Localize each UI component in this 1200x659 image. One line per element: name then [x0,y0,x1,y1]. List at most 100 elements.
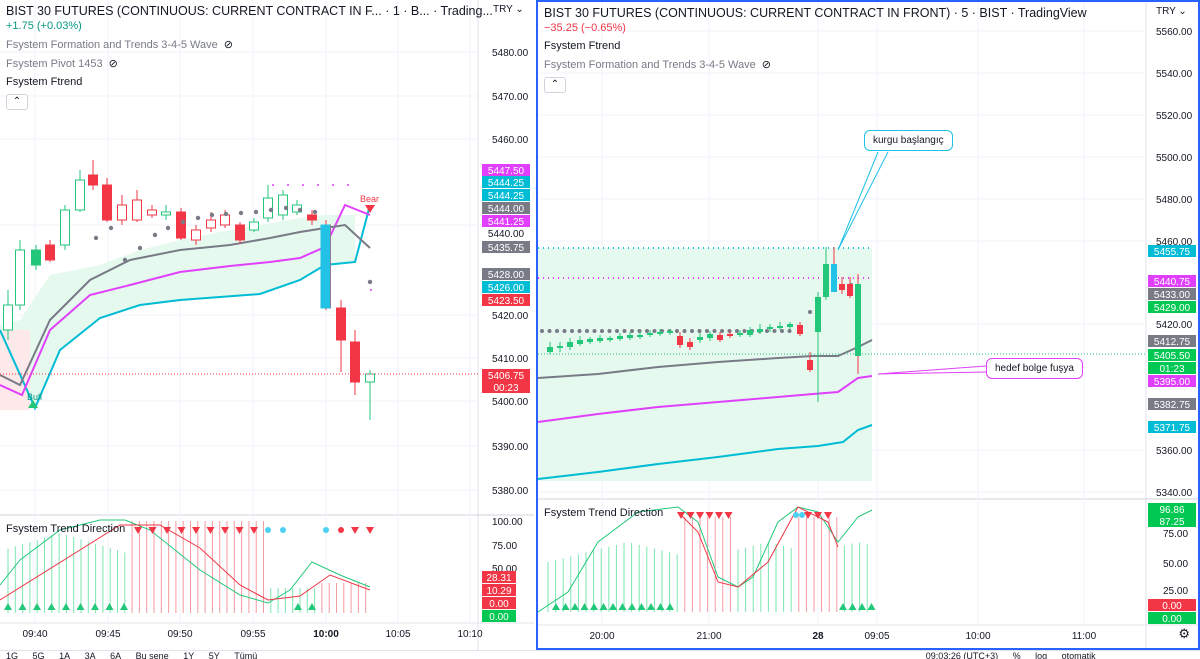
collapse-legend-button[interactable]: ⌃ [6,94,28,110]
left-chart-canvas[interactable]: 5480.005470.005460.005430.005420.005410.… [0,0,534,650]
collapse-legend-button[interactable]: ⌃ [544,77,566,93]
cyan-dot-marker [793,512,799,518]
candle-body [88,174,98,186]
pivot-dot [735,329,739,333]
up-arrow-marker [666,603,674,610]
callout-pointer [877,365,987,375]
price-label-bg [482,176,530,188]
range-1g[interactable]: 1G [6,651,19,659]
pivot-dot [630,329,634,333]
right-chart-canvas[interactable]: 5560.00 5540.00 5520.00 5500.00 5480.00 5460.… [538,2,1198,648]
price-label-bg [482,597,516,609]
indicator-label: Fsystem Pivot 1453 [6,57,103,70]
trend-cloud [538,248,872,481]
chart-settings-gear-icon[interactable]: ⚙ [1178,626,1190,641]
price-label: 5440.75 [1154,277,1191,288]
trend-green-line [0,519,371,604]
pivot-small-dot [302,184,304,186]
price-tick: 5420.00 [1156,320,1193,331]
percent-toggle[interactable]: % [1012,651,1021,659]
candle-body [336,307,346,341]
sub-tick: 50.00 [1163,559,1188,570]
log-toggle[interactable]: log [1035,651,1048,659]
time-tick: 10:00 [965,631,990,642]
range-6a[interactable]: 6A [110,651,122,659]
price-label: 5444.25 [488,178,525,189]
candle-body [707,334,713,338]
candle-body [687,342,693,347]
pivot-dot [165,225,171,231]
right-indicator-formation[interactable]: Fsystem Formation and Trends 3-4-5 Wave ⊘ [544,58,1087,72]
pivot-dot [209,212,215,218]
callout-hedef-bolge[interactable]: hedef bolge fuşya [986,358,1083,379]
left-currency-selector[interactable]: TRY ⌄ [493,4,524,15]
left-indicator-pivot[interactable]: Fsystem Pivot 1453 ⊘ [6,57,493,71]
pivot-dot [570,329,574,333]
up-arrow-marker [561,603,570,610]
down-arrow-marker [163,527,171,534]
price-label-bg [1148,301,1196,313]
down-arrow-marker [250,527,258,534]
down-arrow-marker [177,527,186,534]
candle-body [847,284,853,296]
cyan-dot-marker [323,527,329,533]
down-arrow-marker [148,527,157,534]
right-indicator-ftrend[interactable]: Fsystem Ftrend [544,40,1087,52]
candle-body [132,199,142,221]
right-currency-selector[interactable]: TRY ⌄ [1156,6,1187,17]
eye-hidden-icon[interactable]: ⊘ [761,59,771,71]
left-indicator-ftrend[interactable]: Fsystem Ftrend [6,76,493,88]
clock-display[interactable]: 09:03:26 (UTC+3) [925,651,999,659]
sub-tick: 75.00 [1163,529,1188,540]
right-subpane-title: Fsystem Trend Direction [544,507,664,519]
range-ytd[interactable]: Bu sene [135,651,169,659]
up-arrow-marker [580,603,589,610]
left-chart-pane[interactable]: BIST 30 FUTURES (CONTINUOUS: CURRENT CON… [0,0,534,650]
price-label-bg [1148,245,1196,257]
up-arrow-marker [618,603,627,610]
left-symbol-title[interactable]: BIST 30 FUTURES (CONTINUOUS: CURRENT CON… [6,4,493,18]
down-arrow-marker [134,527,142,534]
right-price-change: −35.25 (−0.65%) [544,22,626,34]
up-arrow-marker [656,603,665,610]
price-label-bg [1148,362,1196,374]
callout-kurgu-baslangic[interactable]: kurgu başlangıç [864,130,953,151]
candle-body [577,340,583,344]
pivot-dot [108,225,114,231]
candle-body [147,209,157,216]
range-1y[interactable]: 1Y [183,651,195,659]
candle-body [637,335,643,337]
up-arrow-marker [91,603,99,610]
down-arrow-marker [705,512,714,519]
candle-body [31,249,41,266]
auto-toggle[interactable]: otomatik [1061,651,1096,659]
price-label: 5382.75 [1154,400,1191,411]
price-label-bg [482,381,530,393]
eye-hidden-icon[interactable]: ⊘ [108,58,118,70]
left-indicator-formation[interactable]: Fsystem Formation and Trends 3-4-5 Wave ⊘ [6,38,493,52]
candle-body [307,214,317,221]
cyan-band-line [538,424,873,480]
range-3a[interactable]: 3A [84,651,96,659]
candle-body-highlight [320,224,331,309]
range-5g[interactable]: 5G [32,651,45,659]
candle-body [191,229,201,241]
range-5y[interactable]: 5Y [208,651,220,659]
right-chart-pane[interactable]: BIST 30 FUTURES (CONTINUOUS: CURRENT CON… [536,0,1200,650]
candle-body [697,337,703,340]
right-symbol-title[interactable]: BIST 30 FUTURES (CONTINUOUS: CURRENT CON… [544,6,1087,20]
up-arrow-marker [858,603,866,610]
candle-body [547,347,553,352]
candle-body [102,184,112,221]
price-tick: 5410.00 [492,354,529,365]
eye-hidden-icon[interactable]: ⊘ [223,39,233,51]
range-1a[interactable]: 1A [59,651,71,659]
price-tick: 5340.00 [1156,488,1193,499]
price-label: 5406.75 [488,371,525,382]
callout-pointer [837,151,889,251]
right-legend: BIST 30 FUTURES (CONTINUOUS: CURRENT CON… [544,6,1087,93]
pivot-dot [268,207,274,213]
range-all[interactable]: Tümü [234,651,258,659]
pivot-dot [297,207,303,213]
price-tick: 5460.00 [1156,237,1193,248]
